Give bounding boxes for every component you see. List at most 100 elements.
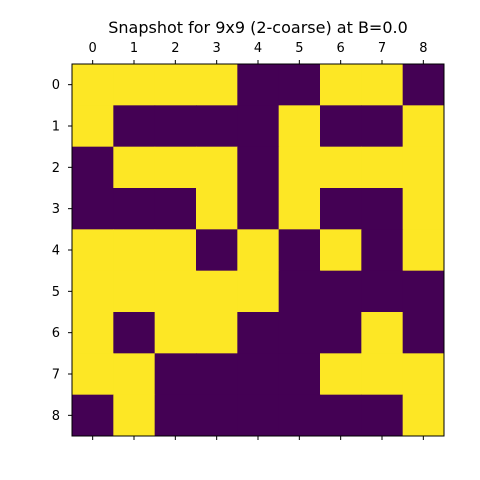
heatmap-cell (278, 229, 321, 272)
y-tick-label: 1 (52, 120, 60, 135)
heatmap-cell (320, 64, 362, 106)
heatmap-cell (278, 270, 321, 313)
heatmap-cell (361, 229, 404, 272)
heatmap-cell (113, 353, 156, 396)
heatmap-cell (320, 312, 362, 354)
x-tick-label: 7 (378, 41, 386, 56)
heatmap-cell (402, 270, 445, 313)
heatmap-cell (72, 105, 114, 148)
heatmap-cell (154, 270, 197, 313)
heatmap-cell (113, 188, 156, 230)
x-tick-label: 6 (337, 41, 345, 56)
heatmap-cell (113, 312, 156, 354)
heatmap-cell (113, 64, 156, 106)
heatmap-cell (361, 188, 404, 230)
heatmap-cell (196, 270, 238, 313)
heatmap-cell (402, 64, 445, 106)
y-axis-ticks: 0 1 2 3 4 5 6 7 8 (52, 78, 72, 424)
heatmap-cell (196, 394, 238, 437)
y-tick-label: 2 (52, 161, 60, 176)
heatmap-cell (320, 188, 362, 230)
x-tick-label: 8 (419, 41, 427, 56)
x-tick-label: 4 (254, 41, 262, 56)
y-tick-label: 5 (52, 285, 60, 300)
heatmap-cell (113, 229, 156, 272)
heatmap-cell (278, 188, 321, 230)
x-axis-ticks: 0 1 2 3 4 5 6 7 8 (89, 41, 427, 440)
heatmap-cell (402, 312, 445, 354)
heatmap-cell (278, 353, 321, 396)
heatmap-cell (237, 64, 280, 106)
heatmap-cell (154, 188, 197, 230)
heatmap-cell (278, 146, 321, 189)
heatmap-cell (237, 146, 280, 189)
x-tick-label: 0 (89, 41, 97, 56)
heatmap-cell (237, 270, 280, 313)
heatmap-cell (320, 229, 362, 272)
heatmap-cell (278, 105, 321, 148)
heatmap-cell (154, 229, 197, 272)
heatmap-cell (154, 312, 197, 354)
heatmap-cell (320, 105, 362, 148)
heatmap-cells (72, 64, 445, 437)
heatmap-cell (72, 188, 114, 230)
y-tick-label: 7 (52, 368, 60, 383)
heatmap-cell (196, 312, 238, 354)
heatmap-cell (320, 394, 362, 437)
heatmap-cell (361, 353, 404, 396)
heatmap-cell (154, 64, 197, 106)
heatmap-cell (361, 270, 404, 313)
heatmap-cell (402, 105, 445, 148)
heatmap-cell (361, 312, 404, 354)
y-tick-label: 3 (52, 202, 60, 217)
heatmap-cell (402, 394, 445, 437)
heatmap-cell (72, 229, 114, 272)
y-tick-label: 0 (52, 78, 60, 93)
heatmap-cell (361, 394, 404, 437)
heatmap-cell (402, 353, 445, 396)
heatmap-cell (320, 270, 362, 313)
heatmap-cell (320, 353, 362, 396)
heatmap-cell (237, 353, 280, 396)
x-tick-label: 5 (295, 41, 303, 56)
heatmap-cell (402, 229, 445, 272)
heatmap-cell (237, 188, 280, 230)
x-tick-label: 3 (213, 41, 221, 56)
x-tick-label: 1 (130, 41, 138, 56)
heatmap-cell (237, 312, 280, 354)
heatmap-cell (154, 146, 197, 189)
heatmap-cell (113, 270, 156, 313)
heatmap-cell (402, 188, 445, 230)
y-tick-label: 8 (52, 409, 60, 424)
heatmap-cell (113, 105, 156, 148)
heatmap-cell (72, 146, 114, 189)
heatmap-cell (154, 105, 197, 148)
heatmap-cell (361, 105, 404, 148)
heatmap-cell (278, 394, 321, 437)
heatmap-cell (72, 394, 114, 437)
heatmap-cell (113, 394, 156, 437)
heatmap-cell (196, 353, 238, 396)
heatmap-cell (72, 312, 114, 354)
heatmap-cell (72, 64, 114, 106)
heatmap-cell (113, 146, 156, 189)
heatmap-cell (361, 146, 404, 189)
heatmap-cell (237, 394, 280, 437)
y-tick-label: 6 (52, 326, 60, 341)
heatmap-cell (196, 64, 238, 106)
heatmap-cell (237, 229, 280, 272)
heatmap-cell (237, 105, 280, 148)
heatmap-cell (72, 270, 114, 313)
heatmap-cell (402, 146, 445, 189)
heatmap-cell (278, 64, 321, 106)
heatmap-cell (320, 146, 362, 189)
heatmap-cell (154, 353, 197, 396)
heatmap-cell (196, 188, 238, 230)
heatmap-cell (196, 146, 238, 189)
chart-title: Snapshot for 9x9 (2-coarse) at B=0.0 (108, 18, 408, 37)
heatmap-cell (72, 353, 114, 396)
x-tick-label: 2 (171, 41, 179, 56)
heatmap-cell (361, 64, 404, 106)
heatmap-cell (154, 394, 197, 437)
